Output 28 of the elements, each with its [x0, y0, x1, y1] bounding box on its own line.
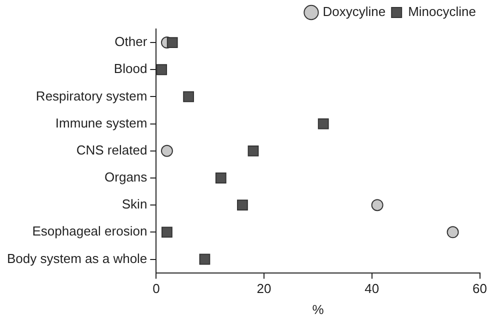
- y-tick-label: Blood: [114, 61, 148, 76]
- y-tick-label: Esophageal erosion: [32, 224, 148, 239]
- point: [446, 226, 459, 238]
- point: [237, 200, 248, 211]
- x-tick-label: 40: [364, 281, 380, 296]
- point: [183, 91, 194, 102]
- y-tick-label: Immune system: [55, 115, 148, 130]
- point: [371, 199, 384, 212]
- point: [156, 64, 168, 76]
- legend-label: Doxycyline: [322, 4, 386, 20]
- point: [215, 172, 226, 184]
- y-tick-label: Organs: [104, 170, 148, 185]
- y-tick-label: Other: [114, 34, 148, 50]
- point: [166, 37, 178, 48]
- point: [162, 226, 172, 238]
- x-tick-label: 60: [472, 281, 488, 296]
- legend-label: Minocycline: [408, 4, 476, 20]
- y-tick-label: CNS related: [76, 142, 148, 158]
- x-tick-label: 20: [256, 281, 272, 296]
- point: [160, 144, 173, 157]
- y-tick-label: Skin: [122, 196, 148, 212]
- point: [199, 254, 210, 265]
- point: [248, 145, 259, 156]
- point: [318, 118, 329, 130]
- x-axis-title: %: [312, 302, 324, 317]
- y-tick-label: Respiratory system: [36, 88, 148, 104]
- y-tick-label: Body system as a whole: [6, 250, 148, 266]
- x-tick-label: 0: [152, 281, 160, 296]
